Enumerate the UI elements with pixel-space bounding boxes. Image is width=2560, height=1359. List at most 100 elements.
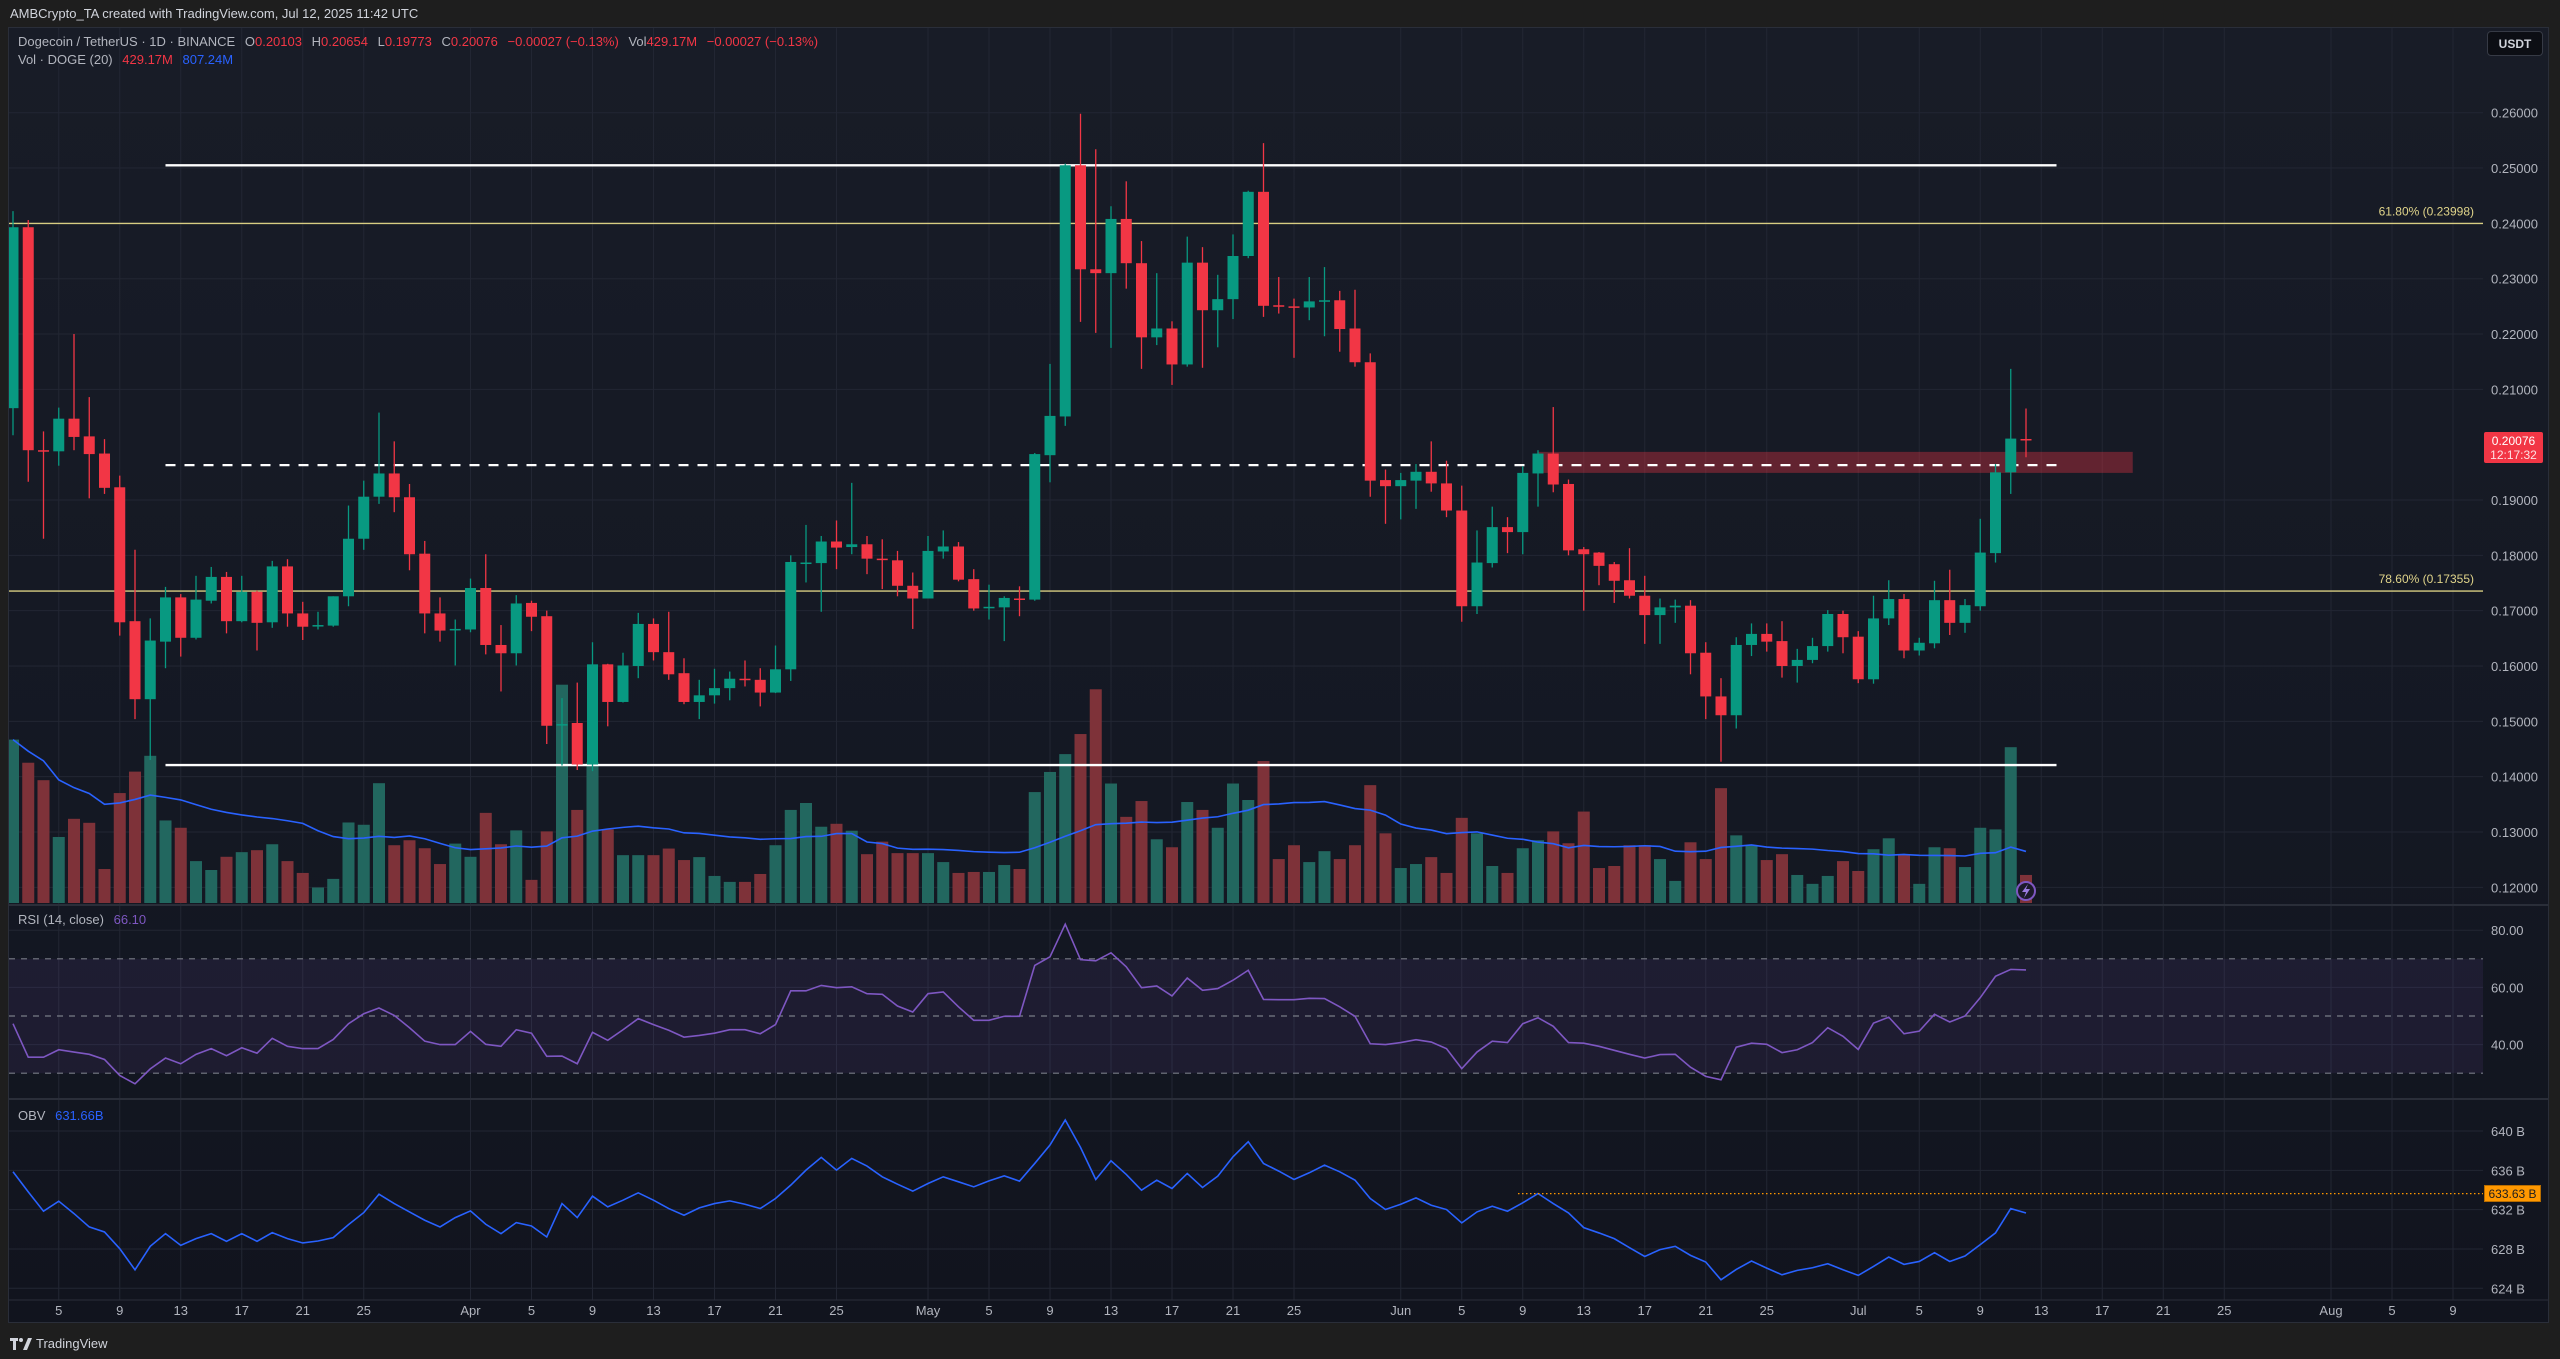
- candle[interactable]: [1273, 277, 1285, 314]
- time-tick-label[interactable]: 21: [2156, 1303, 2170, 1318]
- time-tick-label[interactable]: 13: [2034, 1303, 2048, 1318]
- candle[interactable]: [510, 595, 522, 666]
- candle[interactable]: [1974, 518, 1986, 611]
- candle[interactable]: [1944, 569, 1956, 636]
- candle[interactable]: [1181, 236, 1193, 367]
- candle[interactable]: [892, 550, 903, 597]
- candle[interactable]: [1776, 621, 1788, 678]
- currency-button[interactable]: USDT: [2487, 31, 2543, 56]
- time-tick-label[interactable]: 21: [1226, 1303, 1240, 1318]
- candle[interactable]: [1517, 466, 1529, 555]
- candle[interactable]: [1837, 610, 1849, 654]
- obv-indicator-name[interactable]: OBV: [18, 1108, 46, 1123]
- time-tick-label[interactable]: 17: [707, 1303, 721, 1318]
- time-tick-label[interactable]: 25: [1287, 1303, 1301, 1318]
- time-tick-label[interactable]: 17: [2095, 1303, 2109, 1318]
- candle[interactable]: [998, 596, 1010, 642]
- candle[interactable]: [1852, 631, 1864, 684]
- candle[interactable]: [1868, 595, 1879, 684]
- candle[interactable]: [1258, 143, 1269, 317]
- volume-indicator-name[interactable]: Vol · DOGE (20): [18, 52, 113, 67]
- candle[interactable]: [1578, 547, 1590, 611]
- candle[interactable]: [1959, 599, 1971, 633]
- rsi-indicator-name[interactable]: RSI (14, close): [18, 912, 104, 927]
- time-tick-label[interactable]: Apr: [460, 1303, 481, 1318]
- candle[interactable]: [541, 610, 553, 745]
- candle[interactable]: [83, 397, 95, 499]
- candle[interactable]: [404, 483, 415, 571]
- candle[interactable]: [953, 542, 964, 582]
- candle[interactable]: [144, 618, 156, 761]
- candle[interactable]: [937, 530, 949, 559]
- candle[interactable]: [1608, 561, 1620, 603]
- candle[interactable]: [1532, 450, 1544, 507]
- candle[interactable]: [800, 524, 812, 583]
- candle[interactable]: [53, 407, 65, 466]
- candle[interactable]: [1471, 530, 1483, 614]
- candle[interactable]: [1197, 247, 1208, 368]
- candle[interactable]: [556, 698, 568, 766]
- candle[interactable]: [1166, 321, 1178, 385]
- candle[interactable]: [846, 482, 858, 555]
- candle[interactable]: [205, 566, 217, 604]
- candle[interactable]: [1822, 610, 1834, 652]
- candle[interactable]: [831, 520, 842, 570]
- candle[interactable]: [1730, 637, 1742, 729]
- candle[interactable]: [1929, 580, 1940, 649]
- candle[interactable]: [815, 535, 827, 612]
- time-tick-label[interactable]: 17: [1638, 1303, 1652, 1318]
- candle[interactable]: [8, 211, 19, 436]
- candle[interactable]: [312, 611, 324, 630]
- candle[interactable]: [1227, 234, 1239, 320]
- candle[interactable]: [1502, 517, 1513, 554]
- time-tick-label[interactable]: 9: [116, 1303, 123, 1318]
- time-tick-label[interactable]: 5: [985, 1303, 992, 1318]
- candle[interactable]: [1380, 469, 1391, 524]
- time-tick-label[interactable]: May: [916, 1303, 941, 1318]
- candle[interactable]: [2020, 408, 2032, 458]
- time-tick-label[interactable]: 5: [2388, 1303, 2395, 1318]
- time-tick-label[interactable]: 25: [829, 1303, 843, 1318]
- candle[interactable]: [1242, 190, 1254, 259]
- time-tick-label[interactable]: Jul: [1850, 1303, 1867, 1318]
- candle[interactable]: [1059, 163, 1071, 426]
- candle[interactable]: [1700, 642, 1712, 720]
- time-tick-label[interactable]: 13: [1577, 1303, 1591, 1318]
- candle[interactable]: [632, 612, 644, 679]
- candle[interactable]: [754, 668, 766, 707]
- candle[interactable]: [175, 594, 187, 657]
- candle[interactable]: [648, 618, 659, 661]
- candle[interactable]: [1319, 267, 1330, 337]
- candle[interactable]: [1151, 273, 1163, 346]
- candle[interactable]: [663, 611, 675, 680]
- candle[interactable]: [434, 597, 446, 642]
- tradingview-logo[interactable]: TradingView: [10, 1336, 108, 1351]
- candle[interactable]: [327, 596, 339, 627]
- candle[interactable]: [1410, 464, 1422, 509]
- candle[interactable]: [343, 505, 354, 607]
- candle[interactable]: [221, 571, 232, 634]
- candle[interactable]: [1120, 181, 1132, 289]
- candle[interactable]: [693, 679, 705, 720]
- candle[interactable]: [297, 601, 309, 640]
- time-tick-label[interactable]: 21: [768, 1303, 782, 1318]
- candle[interactable]: [1014, 586, 1025, 617]
- candle[interactable]: [1746, 623, 1757, 657]
- candle[interactable]: [358, 480, 370, 550]
- candle[interactable]: [1395, 472, 1407, 520]
- candle[interactable]: [1075, 113, 1086, 322]
- time-tick-label[interactable]: 21: [296, 1303, 310, 1318]
- time-tick-label[interactable]: 25: [357, 1303, 371, 1318]
- candle[interactable]: [1441, 460, 1452, 518]
- candle[interactable]: [282, 559, 293, 627]
- candle[interactable]: [1639, 575, 1651, 644]
- candle[interactable]: [1883, 580, 1895, 626]
- candle[interactable]: [1212, 274, 1224, 348]
- candle[interactable]: [1303, 277, 1315, 321]
- candle[interactable]: [1486, 506, 1498, 568]
- candle[interactable]: [388, 441, 400, 513]
- candle[interactable]: [495, 625, 507, 692]
- candle[interactable]: [739, 660, 751, 687]
- candle[interactable]: [160, 586, 171, 669]
- candle[interactable]: [251, 590, 263, 651]
